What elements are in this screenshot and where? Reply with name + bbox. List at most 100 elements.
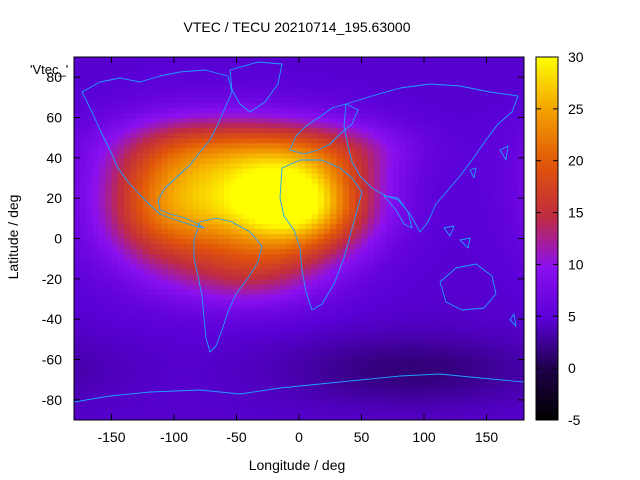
- heatmap-cell: [411, 399, 419, 406]
- heatmap-cell: [92, 414, 100, 420]
- heatmap-cell: [186, 188, 194, 194]
- heatmap-cell: [442, 137, 450, 144]
- heatmap-cell: [80, 82, 88, 88]
- heatmap-cell: [149, 359, 156, 366]
- heatmap-cell: [455, 228, 463, 235]
- heatmap-cell: [367, 268, 375, 275]
- heatmap-cell: [349, 253, 356, 260]
- heatmap-cell: [324, 117, 331, 124]
- heatmap-cell: [217, 394, 225, 401]
- heatmap-cell: [405, 67, 413, 73]
- heatmap-cell: [424, 82, 431, 88]
- heatmap-cell: [411, 299, 419, 305]
- heatmap-cell: [217, 238, 225, 245]
- heatmap-cell: [249, 67, 256, 73]
- heatmap-cell: [274, 404, 281, 411]
- heatmap-cell: [330, 218, 338, 224]
- heatmap-cell: [349, 349, 356, 356]
- heatmap-cell: [286, 248, 294, 255]
- heatmap-cell: [174, 87, 181, 93]
- heatmap-cell: [267, 107, 275, 114]
- heatmap-cell: [417, 339, 425, 345]
- heatmap-cell: [192, 157, 200, 164]
- heatmap-cell: [236, 112, 244, 119]
- heatmap-cell: [111, 404, 119, 411]
- heatmap-cell: [236, 157, 244, 164]
- heatmap-cell: [161, 77, 169, 83]
- heatmap-cell: [117, 203, 125, 209]
- heatmap-cell: [205, 369, 213, 376]
- heatmap-cell: [305, 314, 313, 320]
- heatmap-cell: [392, 263, 400, 270]
- heatmap-cell: [180, 268, 188, 275]
- heatmap-cell: [74, 102, 81, 109]
- heatmap-cell: [105, 157, 113, 164]
- heatmap-cell: [392, 183, 400, 189]
- heatmap-cell: [236, 394, 244, 401]
- heatmap-cell: [449, 273, 456, 280]
- heatmap-cell: [205, 248, 213, 255]
- heatmap-cell: [274, 92, 281, 98]
- heatmap-cell: [424, 238, 431, 245]
- heatmap-cell: [117, 228, 125, 235]
- heatmap-cell: [467, 97, 475, 103]
- heatmap-cell: [374, 57, 381, 63]
- heatmap-cell: [461, 309, 469, 315]
- heatmap-cell: [105, 278, 113, 285]
- heatmap-cell: [311, 213, 319, 219]
- heatmap-cell: [311, 167, 319, 174]
- heatmap-cell: [99, 349, 106, 356]
- heatmap-cell: [136, 97, 144, 103]
- heatmap-cell: [455, 233, 463, 240]
- heatmap-cell: [392, 198, 400, 204]
- heatmap-cell: [92, 97, 100, 103]
- heatmap-cell: [436, 172, 444, 179]
- heatmap-cell: [411, 384, 419, 391]
- heatmap-cell: [405, 349, 413, 356]
- heatmap-cell: [167, 203, 175, 209]
- heatmap-cell: [349, 178, 356, 184]
- heatmap-cell: [492, 364, 500, 371]
- heatmap-cell: [249, 132, 256, 139]
- heatmap-cell: [192, 112, 200, 119]
- heatmap-cell: [99, 248, 106, 255]
- heatmap-cell: [286, 82, 294, 88]
- heatmap-cell: [349, 157, 356, 164]
- heatmap-cell: [342, 77, 350, 83]
- heatmap-cell: [74, 57, 81, 63]
- heatmap-cell: [317, 77, 325, 83]
- heatmap-cell: [105, 309, 113, 315]
- heatmap-cell: [417, 152, 425, 159]
- heatmap-cell: [124, 157, 131, 164]
- heatmap-cell: [461, 319, 469, 325]
- heatmap-cell: [405, 409, 413, 416]
- heatmap-cell: [249, 167, 256, 174]
- heatmap-cell: [480, 183, 488, 189]
- heatmap-cell: [274, 223, 281, 230]
- heatmap-cell: [155, 399, 163, 406]
- heatmap-cell: [167, 394, 175, 401]
- heatmap-cell: [74, 157, 81, 164]
- heatmap-cell: [305, 268, 313, 275]
- heatmap-cell: [130, 309, 138, 315]
- heatmap-cell: [242, 409, 250, 416]
- heatmap-cell: [499, 374, 506, 381]
- heatmap-cell: [261, 172, 269, 179]
- heatmap-cell: [236, 193, 244, 199]
- heatmap-cell: [455, 67, 463, 73]
- heatmap-cell: [80, 228, 88, 235]
- heatmap-cell: [455, 183, 463, 189]
- heatmap-cell: [486, 238, 494, 245]
- heatmap-cell: [386, 198, 394, 204]
- heatmap-cell: [461, 228, 469, 235]
- heatmap-cell: [449, 263, 456, 270]
- heatmap-cell: [449, 359, 456, 366]
- heatmap-cell: [436, 409, 444, 416]
- heatmap-cell: [199, 288, 206, 295]
- heatmap-cell: [280, 233, 288, 240]
- heatmap-cell: [136, 72, 144, 78]
- heatmap-cell: [99, 87, 106, 93]
- heatmap-cell: [255, 102, 263, 109]
- heatmap-cell: [111, 364, 119, 371]
